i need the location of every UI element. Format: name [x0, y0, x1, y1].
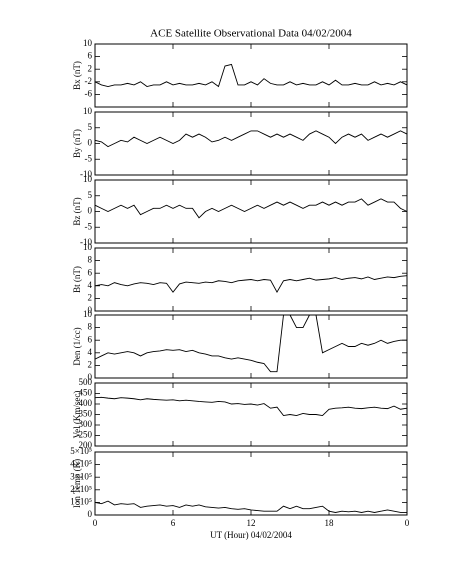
y-axis-label: Den (1/cc)	[72, 327, 82, 365]
y-tick-label: 6	[88, 51, 93, 61]
y-tick-label: 250	[79, 430, 93, 440]
y-tick-label: 0	[88, 305, 93, 315]
panel-frame	[94, 382, 408, 447]
y-tick-label: 350	[79, 409, 93, 419]
y-tick-label: 1×10⁵	[70, 496, 92, 506]
y-tick-label: 5	[88, 190, 93, 200]
y-tick-label: -10	[80, 237, 92, 247]
y-tick-label: 3×10⁵	[70, 471, 92, 481]
y-tick-label: 4	[88, 347, 93, 357]
y-tick-label: 8	[88, 255, 93, 265]
y-axis-label: By (nT)	[72, 129, 82, 158]
y-tick-label: 6	[88, 334, 93, 344]
y-axis-label: Bt (nT)	[72, 266, 82, 293]
data-line	[94, 314, 407, 373]
chart-title: ACE Satellite Observational Data 04/02/2…	[150, 28, 352, 40]
y-tick-label: 0	[88, 372, 93, 382]
x-tick-label: 12	[247, 518, 256, 528]
panel-frame	[94, 179, 408, 244]
y-axis-label: Bz (nT)	[72, 197, 82, 225]
y-tick-label: 5	[88, 122, 93, 132]
y-tick-label: -10	[80, 169, 92, 179]
panel-frame	[94, 451, 408, 516]
y-tick-label: -6	[85, 88, 93, 98]
y-tick-label: 200	[79, 440, 93, 450]
data-line	[94, 275, 408, 294]
x-tick-label: 18	[325, 518, 335, 528]
y-axis-label: Vel (Km/sec)	[72, 391, 82, 439]
y-tick-label: -5	[85, 153, 93, 163]
x-tick-label: 0	[405, 518, 410, 528]
y-tick-label: 8	[88, 322, 93, 332]
data-line	[94, 63, 408, 88]
y-tick-label: -5	[85, 221, 93, 231]
y-tick-label: 300	[79, 419, 93, 429]
x-axis-label: UT (Hour) 04/02/2004	[210, 530, 292, 540]
panel-frame	[94, 111, 408, 176]
y-tick-label: 500	[79, 377, 93, 387]
y-tick-label: -2	[85, 76, 93, 86]
x-tick-label: 6	[171, 518, 176, 528]
y-tick-label: 6	[88, 267, 93, 277]
data-line	[94, 198, 408, 219]
y-tick-label: 2	[88, 63, 93, 73]
y-tick-label: 5×10⁵	[70, 446, 92, 456]
data-line	[94, 130, 408, 148]
y-tick-label: 10	[83, 309, 93, 319]
y-tick-label: 10	[83, 106, 93, 116]
y-tick-label: 10	[83, 174, 93, 184]
y-tick-label: 0	[88, 206, 93, 216]
y-axis-label: Ion Temp (K)	[72, 459, 82, 508]
panel-frame	[94, 314, 408, 379]
y-tick-label: 450	[79, 388, 93, 398]
y-tick-label: 10	[83, 242, 93, 252]
y-tick-label: 4	[88, 280, 93, 290]
panel-frame	[94, 43, 408, 108]
y-tick-label: 0	[88, 138, 93, 148]
data-line	[94, 396, 408, 417]
y-tick-label: 10	[83, 38, 93, 48]
y-axis-label: Bx (nT)	[72, 61, 82, 90]
y-tick-label: 400	[79, 398, 93, 408]
y-tick-label: 0	[88, 509, 93, 519]
x-tick-label: 0	[93, 518, 98, 528]
y-tick-label: 4×10⁵	[70, 459, 92, 469]
y-tick-label: 2	[88, 359, 93, 369]
data-line	[94, 500, 407, 513]
y-tick-label: 2	[88, 292, 93, 302]
y-tick-label: 2×10⁵	[70, 484, 92, 494]
